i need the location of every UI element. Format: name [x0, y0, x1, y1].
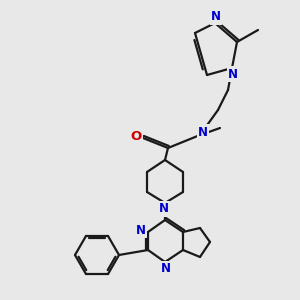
Text: O: O	[130, 130, 142, 142]
Text: N: N	[136, 224, 146, 236]
Text: N: N	[161, 262, 171, 275]
Text: N: N	[198, 125, 208, 139]
Text: N: N	[228, 68, 238, 80]
Text: N: N	[211, 11, 221, 23]
Text: N: N	[159, 202, 169, 215]
